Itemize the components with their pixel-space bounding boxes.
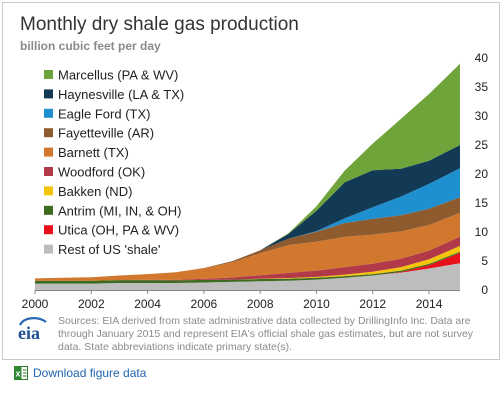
y-tick-label: 40 xyxy=(475,51,489,65)
x-axis: 2000 2002 2004 2006 2008 2010 2012 2014 xyxy=(22,290,443,311)
y-tick-label: 0 xyxy=(481,283,488,297)
legend-swatch-utica-oh-pa-wv xyxy=(44,225,53,235)
legend-swatch-eagle-ford-tx xyxy=(44,108,53,118)
x-tick-label: 2012 xyxy=(359,297,386,311)
chart-subtitle: billion cubic feet per day xyxy=(20,39,161,53)
legend-label-eagle-ford-tx: Eagle Ford (TX) xyxy=(58,106,150,121)
legend-label-fayetteville-ar: Fayetteville (AR) xyxy=(58,126,154,141)
legend-label-rest-of-us-shale: Rest of US 'shale' xyxy=(58,242,161,257)
y-tick-label: 30 xyxy=(475,109,489,123)
svg-text:x: x xyxy=(16,369,21,379)
legend-swatch-bakken-nd xyxy=(44,186,53,196)
legend-swatch-rest-of-us-shale xyxy=(44,244,53,254)
legend-label-woodford-ok: Woodford (OK) xyxy=(58,165,145,180)
legend-swatch-antrim-mi-in-oh xyxy=(44,205,53,215)
x-tick-label: 2008 xyxy=(247,297,274,311)
plot-area xyxy=(35,63,460,290)
legend-label-haynesville-la-tx: Haynesville (LA & TX) xyxy=(58,87,184,102)
excel-icon: x xyxy=(14,366,28,380)
x-tick-label: 2010 xyxy=(303,297,330,311)
sources-note: Sources: EIA derived from state administ… xyxy=(58,315,474,353)
legend-swatch-haynesville-la-tx xyxy=(44,89,53,99)
x-tick-label: 2006 xyxy=(191,297,218,311)
area-woodford-ok xyxy=(35,236,460,281)
x-tick-label: 2014 xyxy=(416,297,443,311)
area-barnett-tx xyxy=(35,212,460,281)
download-figure-data-link[interactable]: x Download figure data xyxy=(14,366,146,380)
y-tick-label: 35 xyxy=(475,80,489,94)
eia-logo: eia xyxy=(18,317,47,342)
legend-swatch-marcellus-pa-wv xyxy=(44,70,53,79)
legend-label-marcellus-pa-wv: Marcellus (PA & WV) xyxy=(58,68,178,83)
y-tick-label: 5 xyxy=(481,254,488,268)
y-tick-label: 10 xyxy=(475,225,489,239)
legend-label-barnett-tx: Barnett (TX) xyxy=(58,145,129,160)
area-antrim-mi-in-oh xyxy=(35,251,460,284)
legend-label-bakken-nd: Bakken (ND) xyxy=(58,184,132,199)
area-rest-of-us-shale xyxy=(35,263,460,290)
download-label[interactable]: Download figure data xyxy=(33,366,147,380)
y-axis: 0 5 10 15 20 25 30 35 40 xyxy=(475,51,489,297)
svg-text:eia: eia xyxy=(18,323,40,342)
legend-swatch-barnett-tx xyxy=(44,147,53,157)
x-tick-label: 2000 xyxy=(22,297,49,311)
legend-label-antrim-mi-in-oh: Antrim (MI, IN, & OH) xyxy=(58,203,182,218)
legend: Marcellus (PA & WV) Haynesville (LA & TX)… xyxy=(44,68,184,257)
legend-label-utica-oh-pa-wv: Utica (OH, PA & WV) xyxy=(58,223,179,238)
y-tick-label: 25 xyxy=(475,138,489,152)
y-tick-label: 20 xyxy=(475,167,489,181)
y-tick-label: 15 xyxy=(475,196,489,210)
x-tick-label: 2002 xyxy=(78,297,105,311)
legend-swatch-fayetteville-ar xyxy=(44,128,53,138)
chart-title: Monthly dry shale gas production xyxy=(20,14,299,35)
legend-swatch-woodford-ok xyxy=(44,167,53,176)
x-tick-label: 2004 xyxy=(134,297,161,311)
